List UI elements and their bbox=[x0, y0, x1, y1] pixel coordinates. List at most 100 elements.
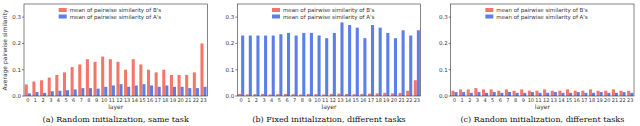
bar bbox=[256, 36, 259, 96]
bar bbox=[279, 34, 282, 96]
y-tick-label: 0.1 bbox=[12, 67, 21, 73]
page: {"chart_data": [ {"type": "bar", "title"… bbox=[0, 0, 640, 126]
x-tick-label: 15 bbox=[139, 97, 145, 103]
bar bbox=[485, 93, 488, 96]
legend-label: mean of pairwise similarity of A's bbox=[70, 14, 162, 21]
bar bbox=[287, 33, 290, 96]
x-tick-label: 13 bbox=[551, 97, 557, 103]
bar bbox=[43, 93, 46, 96]
bar bbox=[204, 87, 207, 96]
bar bbox=[51, 91, 54, 96]
x-tick-label: 9 bbox=[308, 97, 311, 103]
bar bbox=[615, 93, 618, 96]
bar bbox=[135, 85, 138, 96]
y-tick bbox=[449, 96, 451, 97]
bar bbox=[561, 93, 564, 96]
bar bbox=[513, 91, 516, 96]
y-tick bbox=[22, 17, 24, 18]
bar bbox=[28, 93, 31, 96]
bar bbox=[566, 89, 569, 96]
bar bbox=[607, 93, 610, 96]
legend-label: mean of pairwise similarity of A's bbox=[496, 14, 588, 21]
bar bbox=[569, 93, 572, 96]
x-tick-label: 19 bbox=[170, 97, 176, 103]
x-axis-label: layer bbox=[108, 103, 124, 111]
x-tick-label: 5 bbox=[278, 97, 281, 103]
x-tick-label: 15 bbox=[353, 97, 359, 103]
x-tick-label: 20 bbox=[604, 97, 610, 103]
x-tick-label: 22 bbox=[619, 97, 625, 103]
x-tick-label: 23 bbox=[200, 97, 206, 103]
bar bbox=[546, 93, 549, 96]
bar bbox=[505, 89, 508, 96]
bar bbox=[139, 64, 142, 96]
x-tick-label: 2 bbox=[255, 97, 258, 103]
caption: (c) Random initialization, different tas… bbox=[460, 115, 624, 124]
panel: 0.00.10.20.30123456789101112131415161718… bbox=[1, 4, 207, 124]
y-tick bbox=[22, 96, 24, 97]
y-tick bbox=[22, 43, 24, 44]
bar bbox=[360, 94, 363, 96]
x-tick-label: 6 bbox=[72, 97, 75, 103]
bar bbox=[40, 80, 43, 96]
x-tick-label: 9 bbox=[95, 97, 98, 103]
bar bbox=[543, 89, 546, 96]
bar bbox=[386, 33, 389, 96]
x-tick-label: 23 bbox=[627, 97, 633, 103]
y-tick-label: 0.2 bbox=[12, 40, 21, 46]
x-tick-label: 1 bbox=[461, 97, 464, 103]
bar bbox=[535, 91, 538, 96]
bar bbox=[490, 89, 493, 96]
y-tick bbox=[449, 17, 451, 18]
x-tick-label: 2 bbox=[42, 97, 45, 103]
bar bbox=[482, 89, 485, 96]
bar bbox=[104, 87, 107, 96]
x-tick-label: 10 bbox=[101, 97, 107, 103]
bar bbox=[81, 88, 84, 96]
bar bbox=[185, 75, 188, 96]
bar bbox=[272, 36, 275, 96]
x-tick-label: 4 bbox=[57, 97, 60, 103]
x-tick-label: 7 bbox=[506, 97, 509, 103]
bar bbox=[101, 57, 104, 96]
bar bbox=[409, 36, 412, 96]
bar bbox=[467, 89, 470, 96]
x-tick-label: 4 bbox=[483, 97, 486, 103]
bar bbox=[119, 84, 122, 96]
bar bbox=[74, 89, 77, 96]
caption: (a) Random initialization, same task bbox=[43, 115, 189, 124]
bar bbox=[399, 93, 402, 96]
bar bbox=[150, 85, 153, 96]
x-tick-label: 9 bbox=[522, 97, 525, 103]
bars bbox=[451, 88, 633, 96]
x-tick-label: 17 bbox=[368, 97, 374, 103]
plot-frame bbox=[451, 4, 634, 96]
bar bbox=[238, 94, 241, 96]
bar bbox=[109, 59, 112, 96]
x-tick-label: 0 bbox=[240, 97, 243, 103]
bar bbox=[32, 82, 35, 96]
panel: 0.00.10.20.30123456789101112131415161718… bbox=[226, 4, 421, 124]
bar bbox=[310, 33, 313, 96]
x-tick-label: 22 bbox=[406, 97, 412, 103]
bar bbox=[627, 91, 630, 96]
bar bbox=[345, 94, 348, 96]
bar bbox=[142, 84, 145, 96]
bar bbox=[619, 91, 622, 96]
bar bbox=[551, 91, 554, 96]
x-tick-label: 16 bbox=[574, 97, 580, 103]
legend: mean of pairwise similarity of B'smean o… bbox=[59, 7, 162, 21]
bar bbox=[470, 93, 473, 96]
x-tick-label: 19 bbox=[596, 97, 602, 103]
x-tick-label: 3 bbox=[49, 97, 52, 103]
bar bbox=[155, 72, 158, 96]
bar bbox=[330, 94, 333, 96]
bar bbox=[78, 64, 81, 96]
bar bbox=[383, 93, 386, 96]
bar bbox=[249, 36, 252, 96]
bar bbox=[295, 36, 298, 96]
bar bbox=[584, 93, 587, 96]
bar bbox=[520, 89, 523, 96]
bar bbox=[340, 22, 343, 96]
y-tick-label: 0.2 bbox=[226, 40, 235, 46]
